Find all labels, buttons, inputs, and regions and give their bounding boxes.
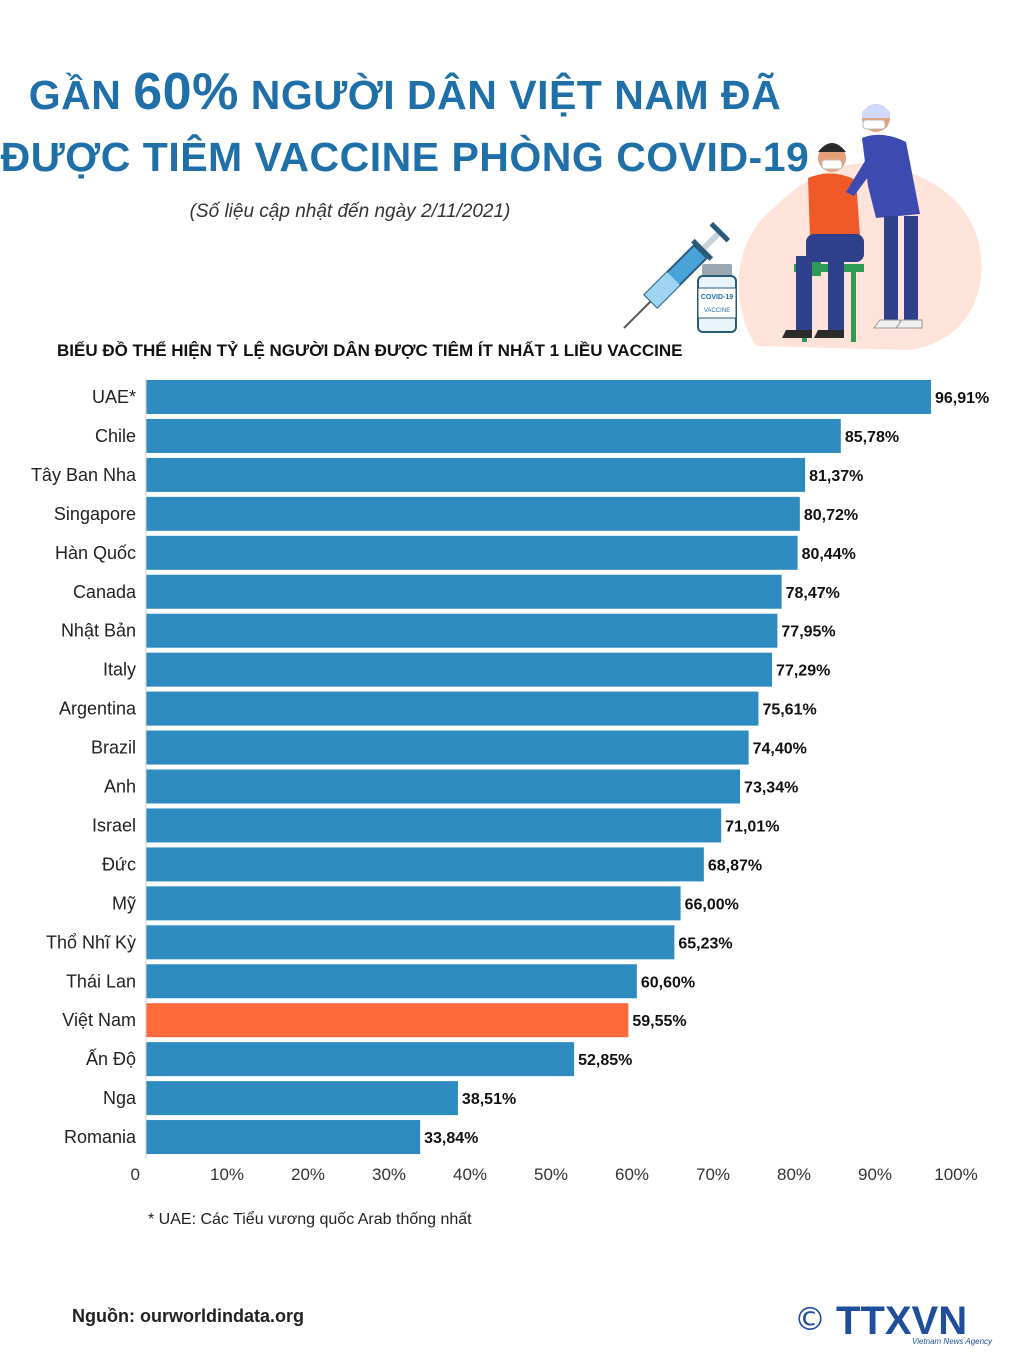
value-label: 59,55% bbox=[632, 1013, 686, 1030]
x-tick-label: 50% bbox=[534, 1165, 568, 1184]
bar-19 bbox=[146, 1120, 421, 1155]
value-label: 80,72% bbox=[804, 507, 858, 524]
bar-15 bbox=[146, 964, 637, 999]
value-label: 73,34% bbox=[744, 780, 798, 797]
title-prefix: GẦN bbox=[28, 72, 134, 118]
bar-7 bbox=[146, 652, 773, 687]
value-label: 77,29% bbox=[776, 663, 830, 680]
nurse-figure bbox=[846, 104, 923, 329]
x-tick-label: 0 bbox=[131, 1165, 140, 1184]
category-label: Việt Nam bbox=[62, 1010, 136, 1030]
value-label: 75,61% bbox=[762, 702, 816, 719]
title-highlight-percent: 60% bbox=[133, 63, 239, 121]
logo-wordmark: TTXVN bbox=[836, 1299, 967, 1343]
vial-label-covid: COVID-19 bbox=[701, 294, 733, 301]
patient-figure bbox=[782, 143, 864, 338]
category-label: Mỹ bbox=[112, 893, 136, 913]
subtitle: (Số liệu cập nhật đến ngày 2/11/2021) bbox=[189, 201, 511, 222]
value-label: 65,23% bbox=[678, 935, 732, 952]
value-label: 33,84% bbox=[424, 1130, 478, 1147]
bar-3 bbox=[146, 496, 800, 531]
vial-label-vaccine: VACCINE bbox=[704, 308, 730, 314]
bar-14 bbox=[146, 925, 675, 960]
bar-2 bbox=[146, 457, 806, 492]
category-label: Singapore bbox=[54, 504, 136, 524]
value-label: 77,95% bbox=[781, 624, 835, 641]
category-label: Nhật Bản bbox=[61, 621, 136, 641]
category-label: Nga bbox=[103, 1088, 137, 1108]
category-label: Hàn Quốc bbox=[55, 543, 136, 563]
category-label: Thổ Nhĩ Kỳ bbox=[46, 932, 136, 952]
category-label: Romania bbox=[64, 1127, 137, 1147]
bars-group: UAE* 96,91% Chile 85,78% Tây Ban Nha 81,37% Si… bbox=[31, 380, 989, 1155]
copyright-icon: © bbox=[794, 1300, 826, 1338]
category-label: UAE* bbox=[92, 387, 136, 407]
x-tick-label: 10% bbox=[210, 1165, 244, 1184]
value-label: 78,47% bbox=[786, 585, 840, 602]
title-suffix: NGƯỜI DÂN VIỆT NAM ĐÃ bbox=[238, 72, 782, 118]
bar-11 bbox=[146, 808, 722, 843]
value-label: 85,78% bbox=[845, 429, 899, 446]
bar-9 bbox=[146, 730, 749, 765]
chart-title: BIỂU ĐỒ THỂ HIỆN TỶ LỆ NGƯỜI DÂN ĐƯỢC TI… bbox=[57, 341, 683, 360]
category-label: Argentina bbox=[59, 699, 137, 719]
value-label: 66,00% bbox=[685, 896, 739, 913]
logo-tagline: Vietnam News Agency bbox=[912, 1337, 993, 1346]
bar-chart: UAE* 96,91% Chile 85,78% Tây Ban Nha 81,37% Si… bbox=[31, 378, 989, 1184]
value-label: 38,51% bbox=[462, 1091, 516, 1108]
x-tick-label: 30% bbox=[372, 1165, 406, 1184]
category-label: Italy bbox=[103, 660, 136, 680]
page-title-line-1: GẦN 60% NGƯỜI DÂN VIỆT NAM ĐÃ bbox=[0, 62, 810, 122]
bar-17 bbox=[146, 1042, 575, 1077]
bar-10 bbox=[146, 769, 741, 804]
value-label: 68,87% bbox=[708, 857, 762, 874]
value-label: 80,44% bbox=[802, 546, 856, 563]
source-note: Nguồn: ourworldindata.org bbox=[72, 1306, 304, 1326]
category-label: Chile bbox=[95, 426, 136, 446]
x-tick-label: 70% bbox=[696, 1165, 730, 1184]
bar-16 bbox=[146, 1003, 629, 1038]
value-label: 96,91% bbox=[935, 390, 989, 407]
bar-4 bbox=[146, 535, 798, 570]
bar-0 bbox=[146, 380, 931, 414]
vaccination-illustration: COVID-19 VACCINE bbox=[623, 104, 982, 350]
category-label: Anh bbox=[104, 777, 136, 797]
x-tick-label: 40% bbox=[453, 1165, 487, 1184]
bar-1 bbox=[146, 418, 841, 453]
category-label: Israel bbox=[92, 815, 136, 835]
bar-5 bbox=[146, 574, 782, 609]
footnote: * UAE: Các Tiểu vương quốc Arab thống nh… bbox=[148, 1211, 472, 1228]
category-label: Đức bbox=[102, 854, 136, 874]
x-tick-label: 20% bbox=[291, 1165, 325, 1184]
value-label: 74,40% bbox=[753, 741, 807, 758]
syringe-icon bbox=[623, 221, 731, 329]
vaccine-vial-icon: COVID-19 VACCINE bbox=[697, 264, 737, 333]
category-label: Ấn Độ bbox=[86, 1048, 136, 1069]
value-label: 60,60% bbox=[641, 974, 695, 991]
x-tick-label: 100% bbox=[934, 1165, 977, 1184]
bar-8 bbox=[146, 691, 759, 726]
category-label: Thái Lan bbox=[66, 971, 136, 991]
bar-12 bbox=[146, 847, 704, 882]
bar-18 bbox=[146, 1081, 458, 1116]
value-label: 71,01% bbox=[725, 818, 779, 835]
x-tick-label: 90% bbox=[858, 1165, 892, 1184]
category-label: Tây Ban Nha bbox=[31, 465, 137, 485]
bar-13 bbox=[146, 886, 681, 921]
x-tick-label: 80% bbox=[777, 1165, 811, 1184]
bar-6 bbox=[146, 613, 778, 648]
category-label: Canada bbox=[73, 582, 137, 602]
value-label: 52,85% bbox=[578, 1052, 632, 1069]
x-tick-label: 60% bbox=[615, 1165, 649, 1184]
page-title-line-2: ĐƯỢC TIÊM VACCINE PHÒNG COVID-19 bbox=[0, 134, 810, 180]
x-axis-ticks: 0 10% 20% 30% 40% 50% 60% 70% 80% 90% 100% bbox=[131, 1165, 978, 1184]
value-label: 81,37% bbox=[809, 468, 863, 485]
ttxvn-logo: © TTXVN Vietnam News Agency bbox=[794, 1299, 993, 1346]
category-label: Brazil bbox=[91, 738, 136, 758]
